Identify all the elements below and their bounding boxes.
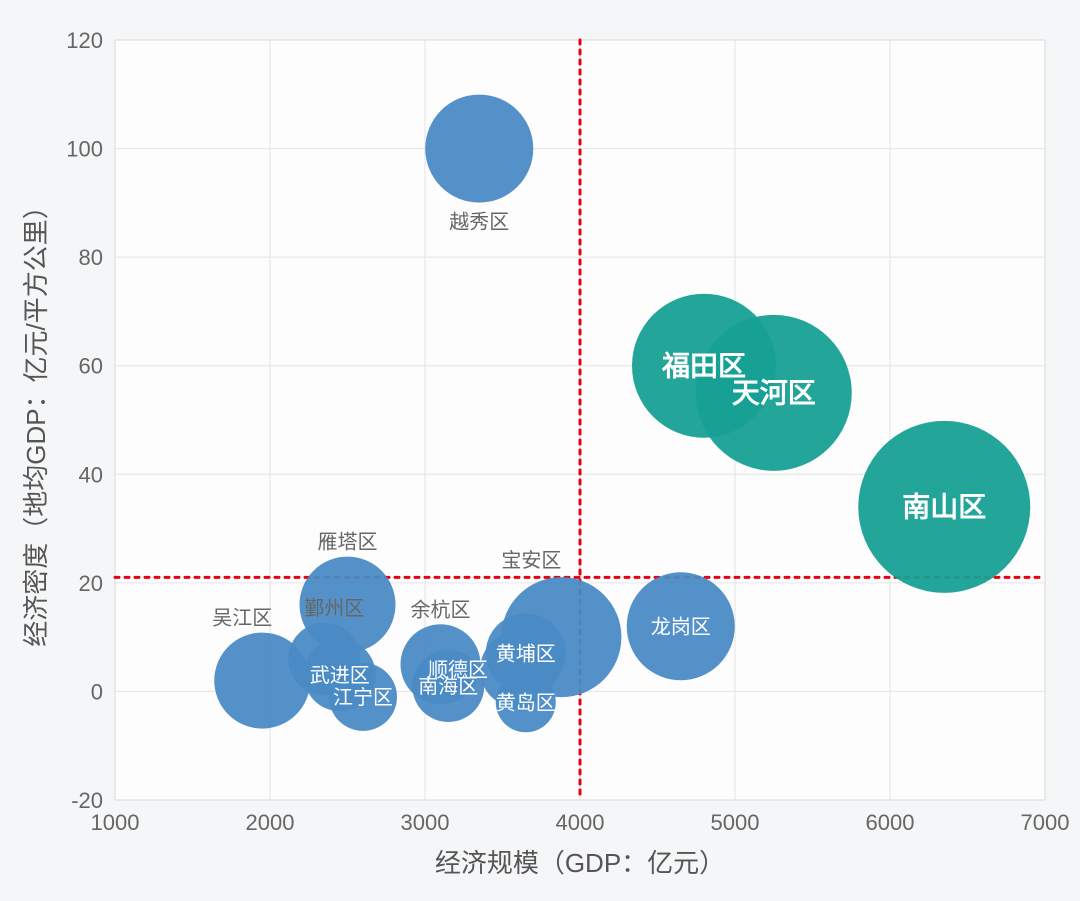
- label-宝安区: 宝安区: [501, 549, 561, 572]
- svg-text:1000: 1000: [91, 810, 140, 835]
- svg-text:100: 100: [66, 137, 103, 162]
- bubble-chart: 1000 2000 3000 4000 5000 6000 7000 -20 0 20 40 60 80…: [0, 0, 1080, 901]
- x-axis-label: 经济规模（GDP：亿元）: [435, 848, 725, 878]
- label-江宁区: 江宁区: [333, 686, 393, 709]
- label-吴江区: 吴江区: [212, 607, 272, 630]
- label-龙岗区: 龙岗区: [651, 615, 711, 638]
- svg-text:0: 0: [91, 679, 103, 704]
- label-余杭区: 余杭区: [411, 598, 471, 621]
- label-武进区: 武进区: [310, 664, 370, 687]
- svg-text:60: 60: [79, 354, 103, 379]
- label-鄞州区: 鄞州区: [304, 597, 364, 620]
- bubble-吴江区: [214, 633, 310, 729]
- svg-text:3000: 3000: [401, 810, 450, 835]
- svg-text:80: 80: [79, 245, 103, 270]
- y-axis-label: 经济密度（地均GDP：亿元/平方公里）: [21, 193, 51, 647]
- svg-text:20: 20: [79, 571, 103, 596]
- svg-text:5000: 5000: [711, 810, 760, 835]
- label-天河区: 天河区: [732, 378, 816, 409]
- label-黄岛区: 黄岛区: [496, 691, 556, 714]
- svg-text:40: 40: [79, 462, 103, 487]
- label-黄埔区: 黄埔区: [496, 642, 556, 665]
- svg-text:6000: 6000: [866, 810, 915, 835]
- label-越秀区: 越秀区: [449, 211, 509, 234]
- svg-text:-20: -20: [71, 788, 103, 813]
- label-南山区: 南山区: [902, 492, 986, 523]
- label-雁塔区: 雁塔区: [318, 531, 378, 554]
- svg-text:4000: 4000: [556, 810, 605, 835]
- bubble-越秀区: [425, 95, 533, 203]
- svg-text:120: 120: [66, 28, 103, 53]
- label-南海区: 南海区: [418, 675, 478, 698]
- svg-text:2000: 2000: [246, 810, 295, 835]
- svg-text:7000: 7000: [1021, 810, 1070, 835]
